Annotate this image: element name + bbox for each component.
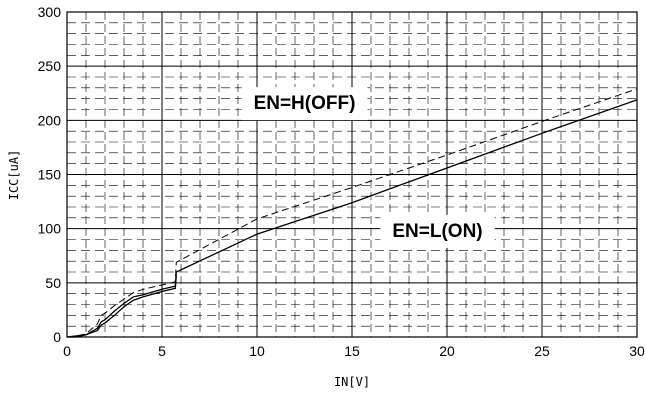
x-tick-label: 15 — [344, 343, 360, 359]
x-tick-label: 25 — [534, 343, 550, 359]
annotation-background — [380, 214, 495, 248]
y-tick-label: 250 — [38, 58, 62, 74]
y-tick-label: 150 — [38, 167, 62, 183]
series-line-3 — [67, 275, 177, 338]
annotations: EN=H(OFF) EN=L(ON) — [254, 93, 483, 242]
y-tick-label: 0 — [53, 329, 61, 345]
annotation-background — [241, 87, 368, 121]
x-tick-label: 20 — [439, 343, 455, 359]
annotation-label-1: EN=H(OFF) — [254, 93, 356, 114]
plot-frame — [66, 11, 638, 338]
y-axis-label: ICC[uA] — [7, 150, 21, 201]
y-tick-label: 300 — [38, 4, 62, 20]
y-tick-label: 200 — [38, 112, 62, 128]
x-tick-label: 10 — [249, 343, 265, 359]
y-tick-label: 50 — [45, 275, 61, 291]
x-tick-label: 30 — [629, 343, 645, 359]
series-group — [66, 88, 638, 338]
series-line-1 — [66, 88, 638, 338]
x-axis-label: IN[V] — [334, 375, 370, 389]
x-tick-labels: 0 5 10 15 20 25 30 — [63, 343, 645, 359]
annotation-backgrounds — [241, 87, 495, 248]
major-grid — [67, 12, 637, 337]
y-tick-labels: 0 50 100 150 200 250 300 — [38, 4, 62, 345]
x-tick-label: 5 — [158, 343, 166, 359]
x-tick-label: 0 — [63, 343, 71, 359]
y-tick-label: 100 — [38, 221, 62, 237]
annotation-label-2: EN=L(ON) — [392, 221, 482, 242]
series-line-2 — [66, 99, 638, 338]
